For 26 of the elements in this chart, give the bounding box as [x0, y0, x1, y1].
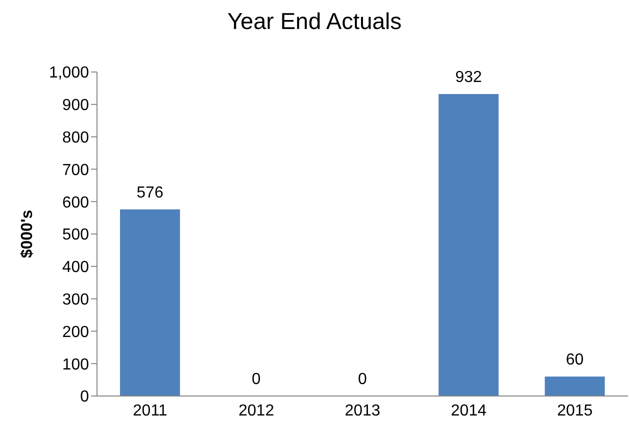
y-tick-label: 100	[62, 356, 90, 374]
data-label: 60	[566, 352, 584, 369]
x-tick-label: 2013	[344, 402, 380, 420]
data-label: 576	[136, 184, 164, 202]
y-axis-title: $000's	[19, 210, 37, 258]
y-tick-label: 700	[62, 162, 90, 179]
y-tick-label: 1,000	[48, 64, 90, 82]
x-tick-label: 2011	[132, 402, 168, 420]
y-tick-label: 800	[62, 129, 90, 146]
chart-title: Year End Actuals	[226, 8, 403, 35]
data-label: 932	[455, 69, 482, 86]
bar	[438, 94, 499, 396]
data-label: 0	[252, 371, 261, 388]
x-tick-label: 2012	[238, 402, 274, 420]
bar	[544, 376, 605, 396]
data-label: 0	[358, 371, 367, 388]
y-tick-label: 500	[62, 226, 90, 244]
y-tick-label: 400	[62, 259, 90, 276]
x-tick-label: 2014	[450, 402, 487, 420]
y-tick-label: 900	[62, 97, 90, 114]
y-tick-label: 0	[80, 388, 90, 406]
y-tick-label: 600	[62, 194, 90, 212]
y-tick-label: 200	[62, 324, 90, 341]
y-tick-label: 300	[62, 291, 90, 308]
bar	[120, 209, 180, 396]
x-tick-label: 2015	[557, 402, 593, 420]
